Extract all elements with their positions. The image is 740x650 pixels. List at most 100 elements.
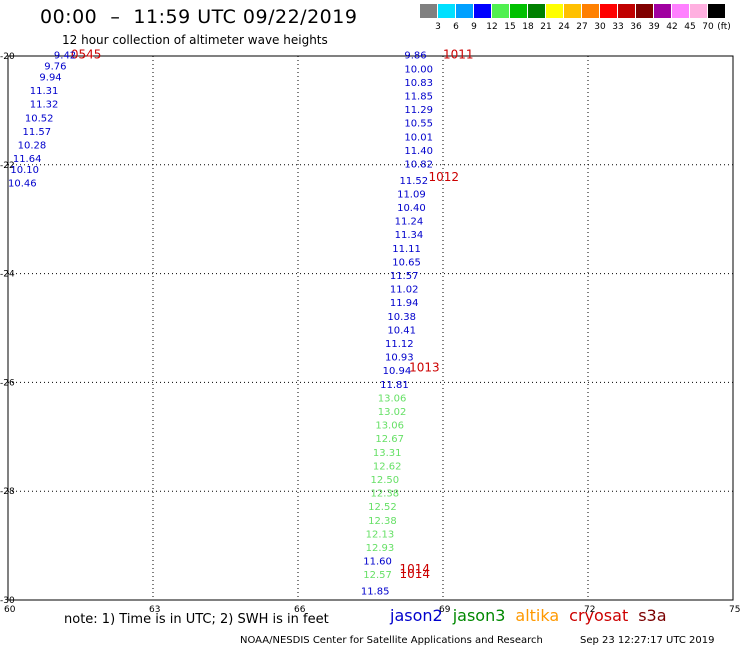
lat-tick-label: -24 — [0, 270, 15, 280]
wave-height-value: 11.29 — [404, 105, 433, 116]
scale-label: 9 — [471, 22, 477, 32]
wave-height-value: 9.94 — [39, 72, 61, 83]
scale-swatch — [600, 4, 617, 18]
scale-label: 3 — [435, 22, 441, 32]
wave-height-value: 11.94 — [390, 298, 419, 309]
wave-height-value: 11.12 — [385, 339, 414, 350]
scale-swatch — [564, 4, 581, 18]
lat-tick-label: -28 — [0, 487, 15, 497]
wave-height-value: 12.50 — [371, 475, 400, 486]
wave-height-value: 9.86 — [404, 51, 426, 62]
wave-height-value: 10.94 — [383, 366, 412, 377]
scale-swatch — [618, 4, 635, 18]
wave-height-value: 11.40 — [404, 146, 433, 157]
timestamp-text: Sep 23 12:27:17 UTC 2019 — [580, 635, 715, 646]
pass-time-label: 1013 — [409, 361, 440, 375]
scale-label: 24 — [558, 22, 570, 32]
scale-label: 42 — [666, 22, 678, 32]
wave-height-value: 12.13 — [366, 529, 395, 540]
wave-height-value: 10.52 — [25, 113, 54, 124]
wave-height-value: 11.81 — [380, 380, 409, 391]
pass-time-label: 1011 — [443, 48, 474, 62]
lon-tick-label: 75 — [729, 605, 740, 615]
scale-unit: (ft) — [717, 22, 731, 32]
wave-height-value: 10.65 — [392, 257, 421, 268]
wave-height-value: 10.38 — [387, 312, 416, 323]
wave-height-value: 11.64 — [13, 154, 42, 165]
wave-height-value: 10.83 — [404, 78, 433, 89]
lat-tick-label: -20 — [0, 52, 15, 62]
wave-height-value: 11.60 — [363, 557, 392, 568]
legend-jason3: jason3 — [452, 606, 506, 625]
scale-label: 6 — [453, 22, 459, 32]
scale-swatch — [438, 4, 455, 18]
wave-height-value: 12.52 — [368, 502, 397, 513]
scale-swatch — [546, 4, 563, 18]
wave-height-value: 11.85 — [404, 92, 433, 103]
map-tick-labels: 60 63 66 69 72 75 -20 -22 -24 -26 -28 -30 — [0, 52, 740, 615]
lon-tick-label: 63 — [149, 605, 160, 615]
legend-altika: altika — [515, 606, 560, 625]
scale-label: 70 — [702, 22, 714, 32]
wave-height-value: 10.46 — [8, 179, 37, 190]
lat-tick-label: -30 — [0, 596, 15, 606]
scale-label: 12 — [486, 22, 498, 32]
scale-swatch — [708, 4, 725, 18]
scale-label: 33 — [612, 22, 624, 32]
wave-height-value: 11.34 — [395, 230, 424, 241]
scale-swatch — [582, 4, 599, 18]
wave-height-value: 10.01 — [404, 132, 433, 143]
legend-cryosat: cryosat — [569, 606, 629, 625]
wave-height-value: 13.06 — [378, 393, 407, 404]
scale-label: 18 — [522, 22, 534, 32]
wave-height-value: 13.06 — [375, 421, 404, 432]
scale-swatch — [474, 4, 491, 18]
pass-time-label: 1014 — [400, 567, 431, 581]
wave-height-value: 11.02 — [390, 285, 419, 296]
scale-swatch — [456, 4, 473, 18]
scale-swatch — [492, 4, 509, 18]
wave-height-value: 9.42 — [54, 51, 76, 62]
scale-swatch — [636, 4, 653, 18]
scale-label: 21 — [540, 22, 552, 32]
lon-tick-label: 69 — [439, 605, 451, 615]
scale-swatch — [420, 4, 437, 18]
scale-label: 27 — [576, 22, 588, 32]
scale-label: 39 — [648, 22, 660, 32]
wave-height-value: 9.76 — [44, 62, 66, 73]
lon-tick-label: 72 — [584, 605, 595, 615]
wave-height-value: 11.09 — [397, 189, 426, 200]
scale-label: 30 — [594, 22, 606, 32]
legend-s3a: s3a — [638, 606, 667, 625]
scale-label: 15 — [504, 22, 516, 32]
pass-time-label: 0545 — [71, 48, 102, 62]
wave-height-value: 10.40 — [397, 203, 426, 214]
wave-height-value: 11.11 — [392, 244, 421, 255]
pass-time-label: 1012 — [429, 170, 460, 184]
pass-time-label: 1014 — [400, 562, 431, 576]
wave-height-value: 13.31 — [373, 448, 402, 459]
wave-height-value: 11.31 — [30, 86, 59, 97]
wave-height-value: 11.52 — [400, 176, 429, 187]
scale-swatch — [510, 4, 527, 18]
wave-height-value: 11.57 — [390, 271, 419, 282]
map-subtitle: 12 hour collection of altimeter wave hei… — [62, 33, 328, 47]
wave-height-value: 12.38 — [368, 516, 397, 527]
wave-height-value: 10.93 — [385, 353, 414, 364]
scale-swatch — [654, 4, 671, 18]
scale-swatch — [528, 4, 545, 18]
wave-height-value: 10.00 — [404, 64, 433, 75]
scale-label: 36 — [630, 22, 642, 32]
scale-swatch — [672, 4, 689, 18]
wave-height-value: 12.38 — [371, 489, 400, 500]
wave-height-value: 10.41 — [387, 325, 416, 336]
wave-height-value: 13.02 — [378, 407, 407, 418]
wave-height-value: 11.32 — [30, 100, 59, 111]
lat-tick-label: -22 — [0, 161, 15, 171]
wave-height-value: 10.28 — [18, 140, 47, 151]
lon-tick-label: 66 — [294, 605, 306, 615]
lon-tick-label: 60 — [4, 605, 16, 615]
wave-height-value: 11.57 — [23, 127, 52, 138]
